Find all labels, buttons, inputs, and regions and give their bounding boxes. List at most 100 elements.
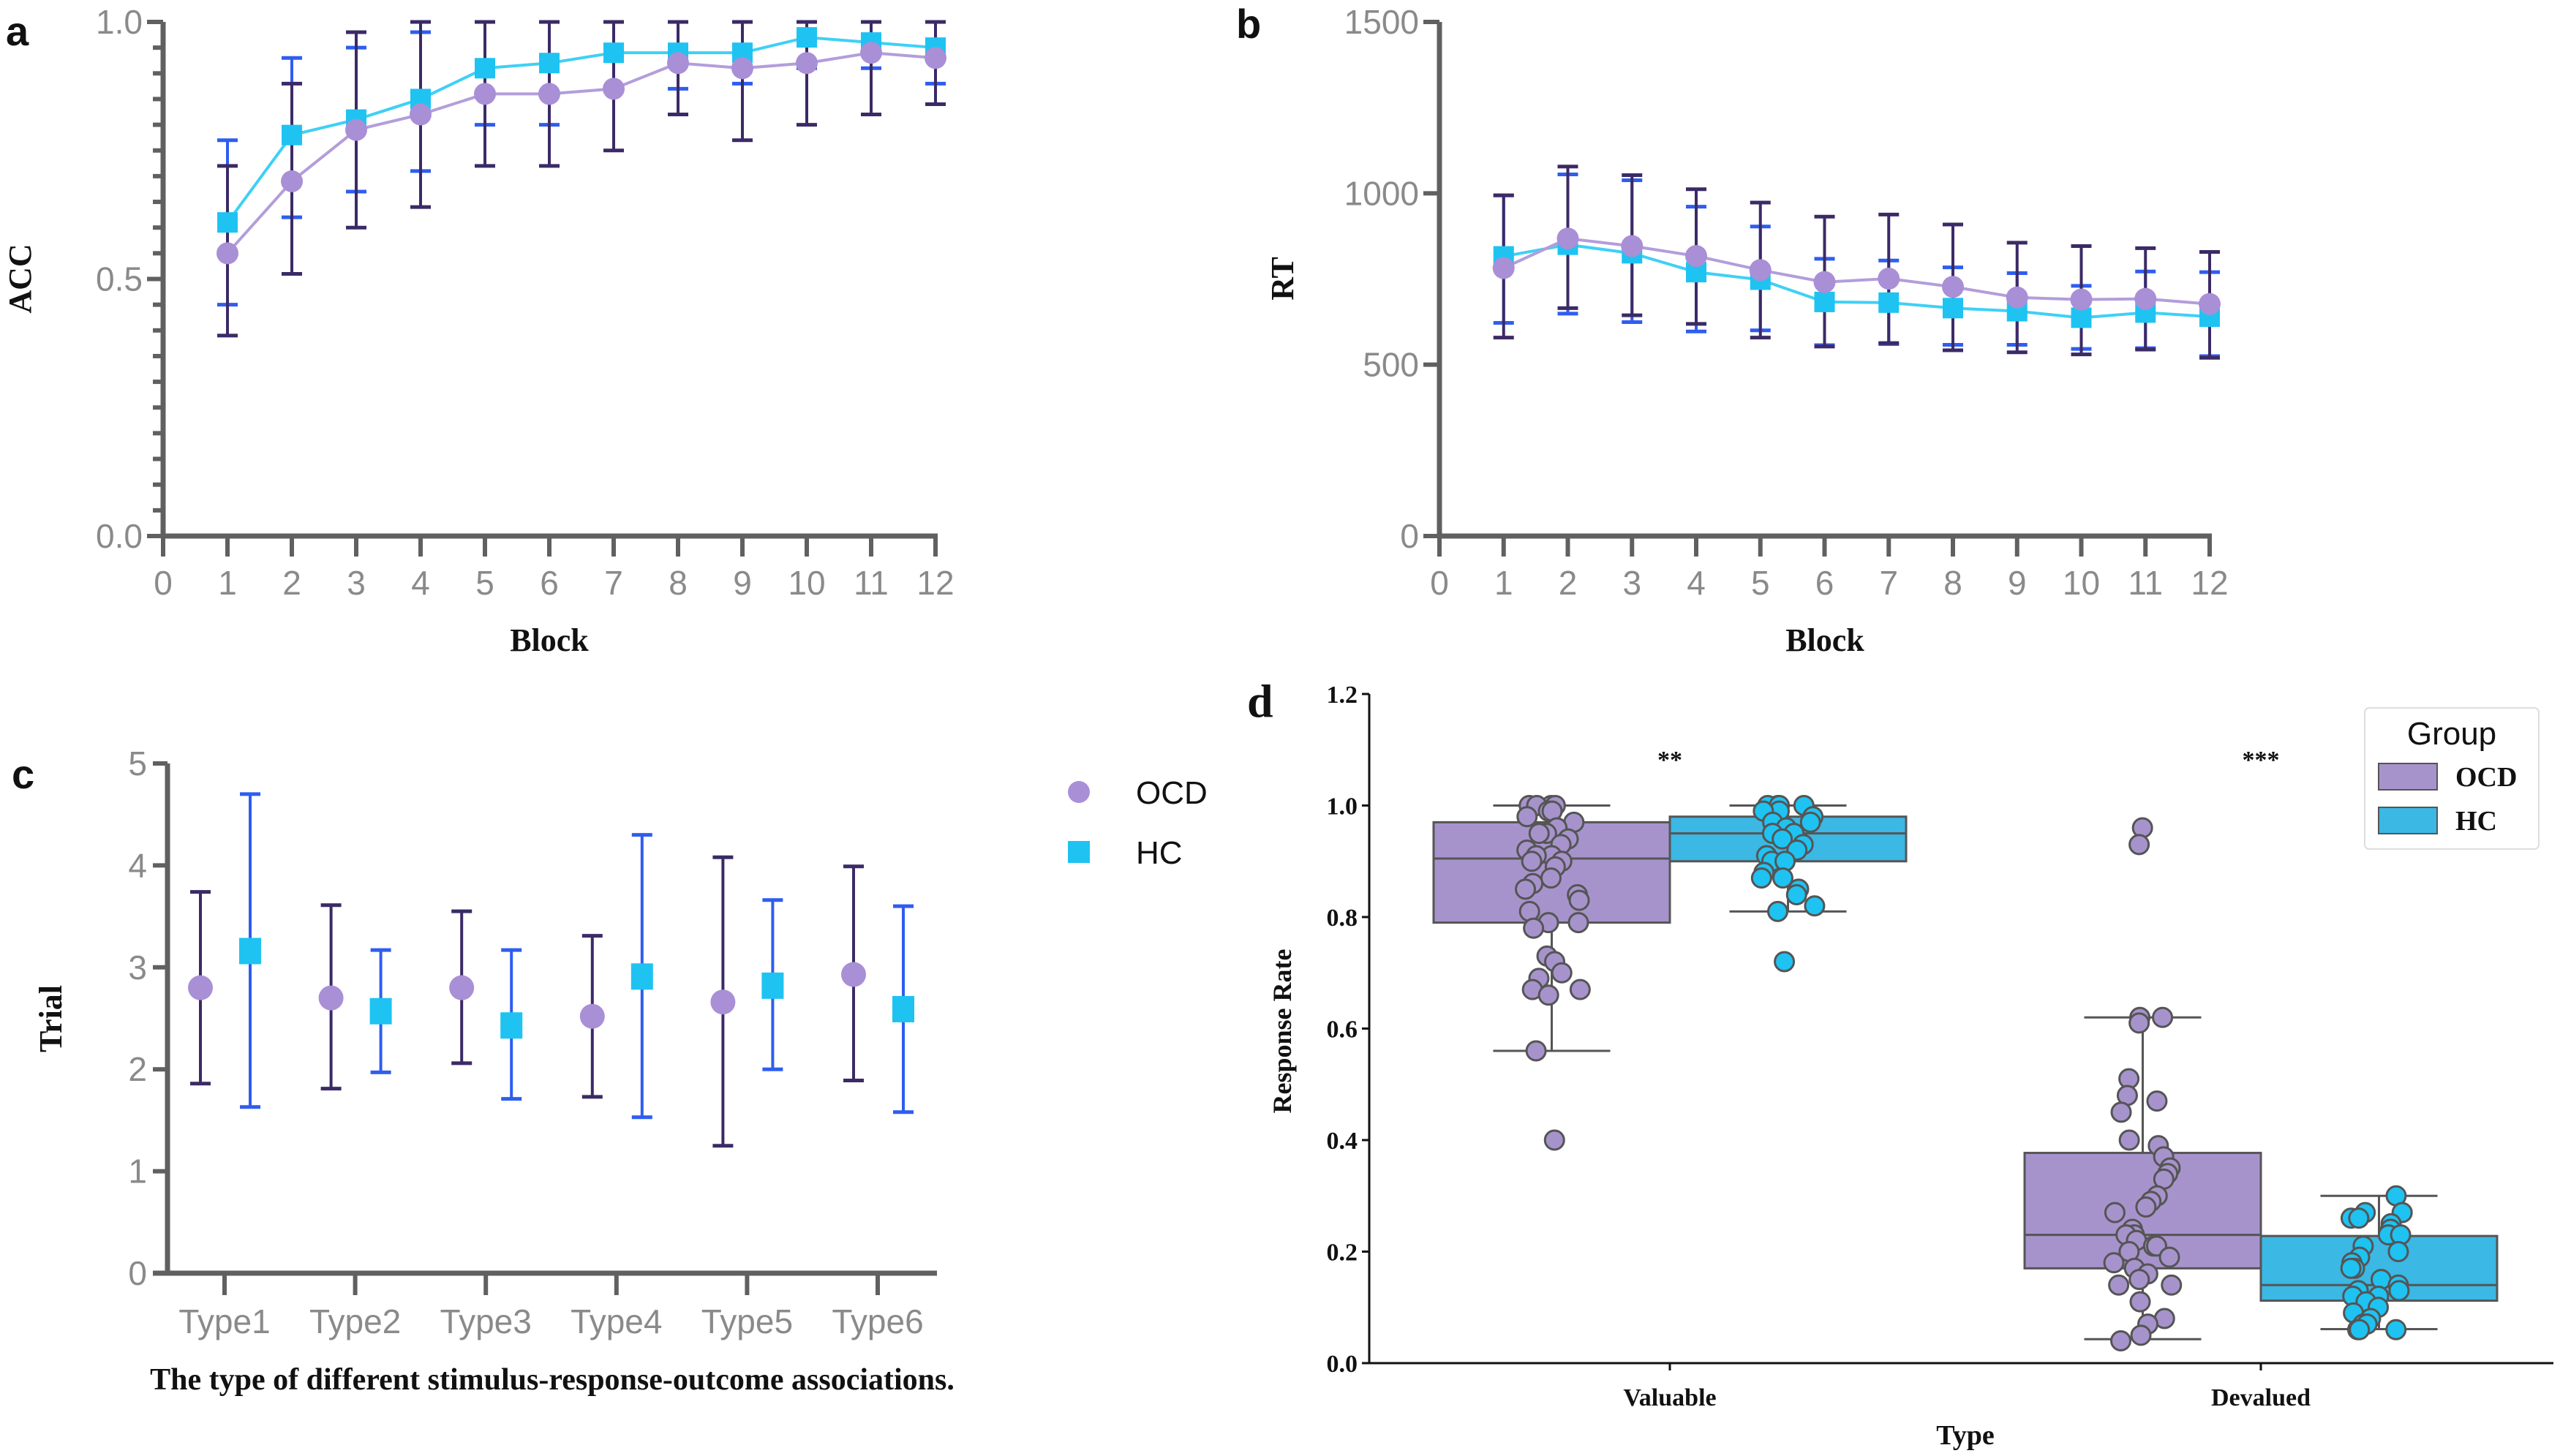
strip-point	[1567, 912, 1589, 934]
panel-a-y-tick-label: 0.0	[96, 517, 143, 555]
legend-d-hc-label: HC	[2455, 806, 2497, 837]
strip-point	[2128, 1012, 2150, 1034]
strip-point	[2349, 1319, 2371, 1340]
panel-a-ocd-point	[860, 42, 882, 64]
strip-point	[1774, 951, 1796, 973]
strip-point	[2146, 1090, 2168, 1112]
strip-point	[1785, 884, 1807, 905]
panel-c-ocd-point	[449, 975, 475, 1000]
panel-c-hc-point	[369, 997, 392, 1025]
panel-c-y-tick-label: 1	[128, 1153, 147, 1191]
panel-c-y-tick-label: 4	[128, 846, 147, 884]
panel-b-x-tick-label: 2	[1559, 564, 1578, 602]
strip-point	[1515, 878, 1537, 900]
strip-point	[1543, 1129, 1565, 1151]
panel-c-ocd-point	[579, 1003, 605, 1029]
legend-d-ocd-label: OCD	[2455, 762, 2517, 793]
panel-d-xlabel: Type	[1936, 1420, 1995, 1451]
panel-b-ocd-point	[1813, 271, 1836, 293]
strip-point	[2348, 1207, 2370, 1229]
panel-b-ocd-point	[2070, 288, 2093, 311]
panel-d-y-tick-label: 0.4	[1327, 1128, 1358, 1155]
panel-a-x-tick-label: 5	[475, 564, 494, 602]
panel-a-ocd-point	[217, 242, 238, 265]
strip-point	[2110, 1330, 2132, 1351]
strip-point	[1551, 962, 1573, 984]
strip-point	[2158, 1246, 2180, 1268]
strip-point	[1569, 978, 1591, 1000]
panel-b-x-tick-label: 1	[1494, 564, 1513, 602]
panel-label-a: a	[6, 8, 29, 54]
strip-point	[2131, 817, 2153, 839]
panel-c-hc-point	[500, 1012, 523, 1039]
panel-c-x-tick-label: Type3	[440, 1302, 532, 1340]
strip-point	[2385, 1319, 2407, 1340]
panel-b-x-tick-label: 7	[1879, 564, 1898, 602]
panel-a-y-tick-label: 1.0	[96, 3, 143, 41]
panel-d-significance-marker: ***	[2243, 747, 2280, 774]
panel-b-ocd-point	[1556, 227, 1579, 250]
strip-point	[2130, 1324, 2152, 1346]
strip-point	[1525, 1040, 1547, 1062]
panel-b-ylabel: RT	[1265, 257, 1300, 301]
panel-a-ocd-point	[410, 103, 432, 126]
panel-d-box-valuable-hc	[1668, 795, 1908, 973]
panel-b-y-tick-label: 0	[1400, 517, 1419, 555]
panel-b-x-tick-label: 4	[1687, 564, 1706, 602]
strip-point	[2103, 1252, 2125, 1274]
strip-point	[1766, 900, 1788, 922]
panel-b-x-tick-label: 8	[1943, 564, 1962, 602]
panel-a-ocd-point	[281, 170, 303, 192]
panel-d-x-tick-label: Valuable	[1623, 1384, 1716, 1411]
panel-c-y-tick-label: 0	[128, 1254, 147, 1292]
panel-d-x-tick-label: Devalued	[2211, 1384, 2311, 1411]
strip-point	[2340, 1257, 2362, 1279]
panel-c-chart: 0 1 2 3 4 5 Type1 Type2 Type3 Type4 Type5 Type6	[128, 744, 937, 1340]
panel-a-hc-point	[475, 58, 495, 79]
strip-point	[2129, 1291, 2151, 1313]
strip-point	[2110, 1101, 2132, 1123]
panel-b-ocd-point	[2199, 293, 2221, 315]
panel-b-x-tick-label: 9	[2008, 564, 2027, 602]
panel-c-x-tick-label: Type4	[571, 1302, 662, 1340]
panel-label-c: c	[12, 751, 34, 797]
panel-c-ocd-point	[710, 989, 736, 1015]
panel-b-y-tick-label: 1500	[1344, 3, 1419, 41]
panel-c-hc-point	[630, 963, 653, 990]
panel-a-hc-line	[226, 36, 936, 224]
panel-d-y-tick-label: 0.2	[1327, 1240, 1358, 1267]
panel-a-x-tick-label: 7	[604, 564, 623, 602]
panel-a-hc-point	[797, 27, 817, 48]
panel-a-x-tick-label: 8	[669, 564, 688, 602]
panel-b-ocd-point	[1942, 276, 1964, 298]
panel-b-y-tick-label: 500	[1363, 346, 1419, 384]
panel-b-x-tick-label: 6	[1815, 564, 1834, 602]
panel-a-ocd-point	[731, 57, 753, 80]
legend-ocd-label: OCD	[1136, 775, 1208, 811]
panel-c-y-tick-label: 2	[128, 1050, 147, 1088]
panel-a-y-tick-label: 0.5	[96, 260, 143, 298]
panel-a-ocd-point	[538, 83, 560, 105]
panel-a-ocd-error-bar	[732, 20, 753, 143]
panel-c-hc-point	[761, 972, 784, 999]
panel-b-x-tick-label: 10	[2063, 564, 2100, 602]
panel-b-ocd-point	[1878, 268, 1900, 290]
legend-d-title: Group	[2407, 716, 2496, 752]
panel-b-ocd-point	[2006, 286, 2028, 309]
strip-point	[2135, 1196, 2157, 1218]
panel-b-x-tick-label: 5	[1751, 564, 1770, 602]
panel-d-y-tick-label: 0.6	[1327, 1016, 1358, 1044]
strip-point	[1772, 828, 1793, 850]
panel-b-y-tick-label: 1000	[1344, 174, 1419, 212]
panel-b-hc-point	[1814, 291, 1835, 312]
panel-a-x-tick-label: 2	[282, 564, 301, 602]
strip-point	[1540, 867, 1562, 889]
strip-point	[2161, 1274, 2183, 1296]
strip-point	[1528, 823, 1550, 845]
panel-b-ocd-point	[1749, 259, 1772, 282]
panel-d-significance-marker: **	[1657, 747, 1682, 774]
panel-b-hc-line	[1503, 243, 2210, 320]
